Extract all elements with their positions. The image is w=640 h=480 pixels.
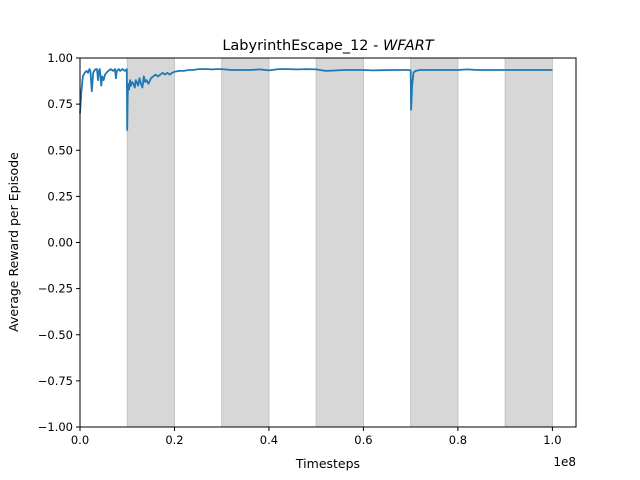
- shaded-region: [504, 57, 553, 428]
- shaded-region: [315, 57, 364, 428]
- y-tick-label: −1.00: [38, 420, 73, 434]
- x-tick-label: 1.0: [543, 433, 561, 447]
- y-tick-label: 0.00: [47, 236, 73, 250]
- y-tick-label: −0.25: [38, 282, 73, 296]
- y-tick-label: −0.50: [38, 328, 73, 342]
- chart-title-main: LabyrinthEscape_12 -: [222, 38, 383, 54]
- plot-line-layer: [79, 68, 553, 131]
- chart-title-italic: WFART: [383, 38, 435, 54]
- shaded-region: [126, 57, 175, 428]
- series-line: [79, 68, 553, 131]
- y-tick-label: 1.00: [47, 51, 73, 65]
- x-tick-label: 0.2: [165, 433, 183, 447]
- y-ticks: −1.00 −0.75 −0.50 −0.25 0.00 0.25 0.50 0.75 1.00: [38, 51, 80, 434]
- chart-title: LabyrinthEscape_12 - WFART: [222, 38, 434, 54]
- shaded-region: [410, 57, 459, 428]
- y-axis-label: Average Reward per Episode: [6, 152, 21, 332]
- x-tick-label: 0.6: [354, 433, 372, 447]
- shaded-region: [221, 57, 270, 428]
- y-tick-label: −0.75: [38, 374, 73, 388]
- x-axis-label: Timesteps: [295, 456, 360, 471]
- x-ticks: 0.0 0.2 0.4 0.6 0.8 1.0: [71, 427, 562, 447]
- x-tick-label: 0.4: [260, 433, 278, 447]
- shaded-regions: [126, 57, 553, 428]
- y-tick-label: 0.25: [47, 189, 73, 203]
- x-tick-label: 0.0: [71, 433, 89, 447]
- x-tick-label: 0.8: [449, 433, 467, 447]
- y-tick-label: 0.75: [47, 97, 73, 111]
- x-offset-label: 1e8: [553, 455, 576, 469]
- y-tick-label: 0.50: [47, 143, 73, 157]
